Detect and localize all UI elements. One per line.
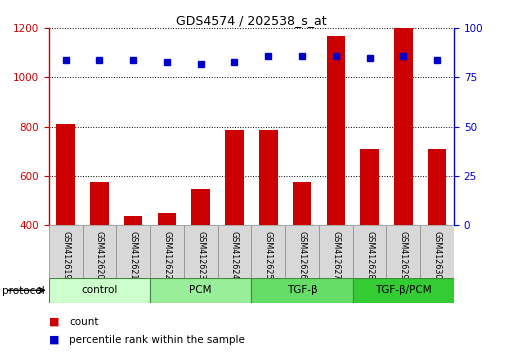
Text: GSM412630: GSM412630 <box>432 231 442 280</box>
Text: GSM412623: GSM412623 <box>196 231 205 280</box>
Title: GDS4574 / 202538_s_at: GDS4574 / 202538_s_at <box>176 14 327 27</box>
Text: control: control <box>81 285 117 295</box>
Bar <box>83 225 116 278</box>
Bar <box>191 189 210 225</box>
Bar <box>293 182 311 225</box>
Text: GSM412622: GSM412622 <box>163 231 171 280</box>
Text: ■: ■ <box>49 335 59 345</box>
Bar <box>251 278 352 303</box>
Bar <box>251 225 285 278</box>
Bar <box>386 225 420 278</box>
Text: ■: ■ <box>49 317 59 327</box>
Bar <box>116 225 150 278</box>
Text: GSM412619: GSM412619 <box>61 231 70 280</box>
Text: GSM412620: GSM412620 <box>95 231 104 280</box>
Bar <box>150 225 184 278</box>
Bar <box>360 149 379 225</box>
Bar <box>420 225 454 278</box>
Bar <box>319 225 352 278</box>
Bar <box>184 225 218 278</box>
Bar <box>150 278 251 303</box>
Bar <box>353 278 454 303</box>
Bar <box>157 212 176 225</box>
Bar <box>259 130 278 225</box>
Text: TGF-β: TGF-β <box>287 285 318 295</box>
Bar <box>428 149 446 225</box>
Bar <box>285 225 319 278</box>
Text: GSM412628: GSM412628 <box>365 231 374 280</box>
Text: TGF-β/PCM: TGF-β/PCM <box>375 285 431 295</box>
Text: PCM: PCM <box>189 285 212 295</box>
Text: percentile rank within the sample: percentile rank within the sample <box>69 335 245 345</box>
Text: count: count <box>69 317 99 327</box>
Text: GSM412625: GSM412625 <box>264 231 273 280</box>
Text: protocol: protocol <box>2 286 44 296</box>
Bar <box>353 225 386 278</box>
Bar <box>218 225 251 278</box>
Text: GSM412627: GSM412627 <box>331 231 340 280</box>
Bar <box>225 130 244 225</box>
Bar <box>90 182 109 225</box>
Bar <box>124 216 143 225</box>
Text: GSM412629: GSM412629 <box>399 231 408 280</box>
Bar <box>326 36 345 225</box>
Bar <box>49 225 83 278</box>
Text: GSM412626: GSM412626 <box>298 231 307 280</box>
Bar <box>49 278 150 303</box>
Text: GSM412624: GSM412624 <box>230 231 239 280</box>
Bar <box>56 124 75 225</box>
Bar <box>394 28 412 225</box>
Text: GSM412621: GSM412621 <box>129 231 137 280</box>
